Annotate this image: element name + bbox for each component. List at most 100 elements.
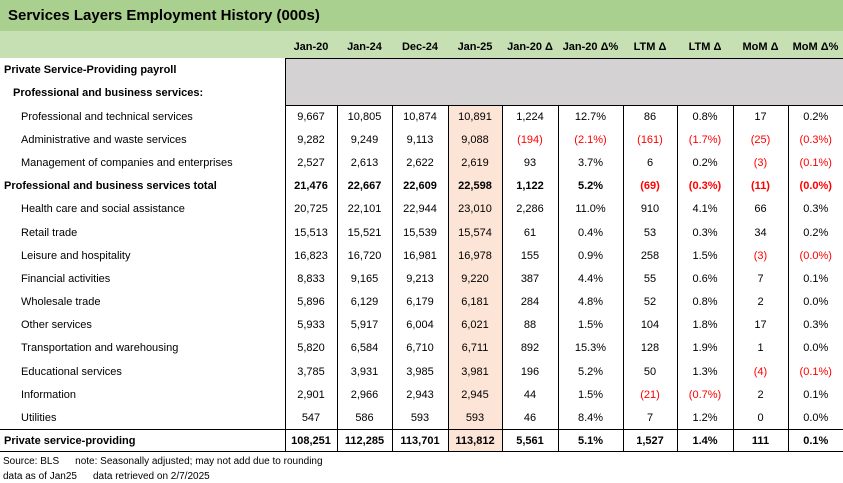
value-cell: 1,224 <box>501 105 558 129</box>
value-cell: 0.6% <box>676 267 733 291</box>
value-cell: 2,943 <box>391 383 448 407</box>
value-cell: 112,285 <box>336 429 392 453</box>
value-cell: 2 <box>732 383 788 407</box>
value-cell: 4.1% <box>676 197 733 221</box>
column-header: Jan-20 Δ <box>507 40 553 53</box>
value-cell: 8.4% <box>557 406 623 430</box>
value-cell: 5,933 <box>284 313 337 337</box>
value-cell: 284 <box>501 290 558 314</box>
row-label: Private Service-Providing payroll <box>4 63 177 76</box>
row-label: Professional and business services total <box>4 180 217 193</box>
value-cell: (0.1%) <box>787 360 843 384</box>
value-cell: 86 <box>622 105 677 129</box>
value-cell: (0.1%) <box>787 151 843 175</box>
value-cell: (0.3%) <box>787 128 843 152</box>
value-cell: 9,249 <box>336 128 392 152</box>
value-cell: 0.3% <box>787 197 843 221</box>
value-cell: 108,251 <box>284 429 337 453</box>
value-cell: 16,978 <box>447 244 502 268</box>
value-cell: 9,165 <box>336 267 392 291</box>
table-row: Transportation and warehousing 5,820 6,584… <box>0 336 843 361</box>
value-cell: 2,622 <box>391 151 448 175</box>
table-row: Wholesale trade 5,896 6,129 6,179 6,181 284 4.… <box>0 290 843 314</box>
row-label: Retail trade <box>21 226 78 239</box>
value-cell: 5,917 <box>336 313 392 337</box>
footnote-source-text: Source: BLS <box>3 456 60 467</box>
value-cell: 22,598 <box>447 174 502 198</box>
value-cell: 5.1% <box>557 429 623 453</box>
value-cell: 1,527 <box>622 429 677 453</box>
value-cell: 593 <box>447 406 502 430</box>
value-cell: 155 <box>501 244 558 268</box>
value-cell: 10,891 <box>447 105 502 129</box>
value-cell: 0.9% <box>557 244 623 268</box>
column-header: Jan-20 <box>293 40 329 53</box>
value-cell: 6,710 <box>391 336 448 361</box>
value-cell: 5,561 <box>501 429 558 453</box>
value-cell: 1.8% <box>676 313 733 337</box>
column-header: Jan-24 <box>347 40 382 53</box>
value-cell: 0.2% <box>787 105 843 129</box>
value-cell: 0.0% <box>787 406 843 430</box>
value-cell: 15.3% <box>557 336 623 361</box>
value-cell: (3) <box>732 244 788 268</box>
value-cell: (161) <box>622 128 677 152</box>
value-cell: 6,584 <box>336 336 392 361</box>
value-cell: 53 <box>622 220 677 245</box>
value-cell: 4.8% <box>557 290 623 314</box>
value-cell: 93 <box>501 151 558 175</box>
merged-gray-cell <box>284 57 843 82</box>
row-label: Management of companies and enterprises <box>21 156 233 169</box>
value-cell: (0.7%) <box>676 383 733 407</box>
value-cell: 2,901 <box>284 383 337 407</box>
value-cell: 0.1% <box>787 383 843 407</box>
value-cell: 16,823 <box>284 244 337 268</box>
value-cell: 9,113 <box>391 128 448 152</box>
value-cell: 34 <box>732 220 788 245</box>
value-cell: 15,539 <box>391 220 448 245</box>
value-cell: 1.5% <box>557 383 623 407</box>
column-header: MoM Δ <box>742 40 779 53</box>
value-cell: 0.0% <box>787 290 843 314</box>
row-label: Other services <box>21 319 92 332</box>
label-column-header <box>0 31 285 58</box>
value-cell: 0.4% <box>557 220 623 245</box>
value-cell: 50 <box>622 360 677 384</box>
value-cell: 5,896 <box>284 290 337 314</box>
section-row: Professional and business services: <box>0 81 843 106</box>
column-header: MoM Δ% <box>792 40 839 53</box>
value-cell: 258 <box>622 244 677 268</box>
value-cell: 52 <box>622 290 677 314</box>
value-cell: 11.0% <box>557 197 623 221</box>
value-cell: (2.1%) <box>557 128 623 152</box>
value-cell: 10,805 <box>336 105 392 129</box>
value-cell: (25) <box>732 128 788 152</box>
row-label: Educational services <box>21 365 122 378</box>
value-cell: 20,725 <box>284 197 337 221</box>
row-label: Health care and social assistance <box>21 203 185 216</box>
table-row: Professional and business services total… <box>0 174 843 198</box>
value-cell: 892 <box>501 336 558 361</box>
value-cell: 17 <box>732 105 788 129</box>
value-cell: 0.8% <box>676 105 733 129</box>
page-title: Services Layers Employment History (000s… <box>0 0 843 31</box>
value-cell: 6,711 <box>447 336 502 361</box>
value-cell: 22,944 <box>391 197 448 221</box>
value-cell: 22,101 <box>336 197 392 221</box>
value-cell: 7 <box>732 267 788 291</box>
value-cell: (21) <box>622 383 677 407</box>
value-cell: 17 <box>732 313 788 337</box>
footnote-asof-text: data as of Jan25 <box>3 471 77 482</box>
table-row: Information 2,901 2,966 2,943 2,945 44 1.5% (21… <box>0 383 843 407</box>
column-header: Jan-20 Δ% <box>562 40 619 53</box>
value-cell: 1.9% <box>676 336 733 361</box>
table-row: Administrative and waste services 9,282 9,… <box>0 128 843 152</box>
value-cell: 8,833 <box>284 267 337 291</box>
table-row: Health care and social assistance 20,725 2… <box>0 197 843 221</box>
table-row: Utilities 547 586 593 593 46 8.4% 7 1.2% 0 0.0% <box>0 406 843 430</box>
table-row: Professional and technical services 9,667… <box>0 105 843 129</box>
value-cell: 0.2% <box>787 220 843 245</box>
value-cell: 113,701 <box>391 429 448 453</box>
column-header: Dec-24 <box>401 40 439 53</box>
value-cell: 6,181 <box>447 290 502 314</box>
